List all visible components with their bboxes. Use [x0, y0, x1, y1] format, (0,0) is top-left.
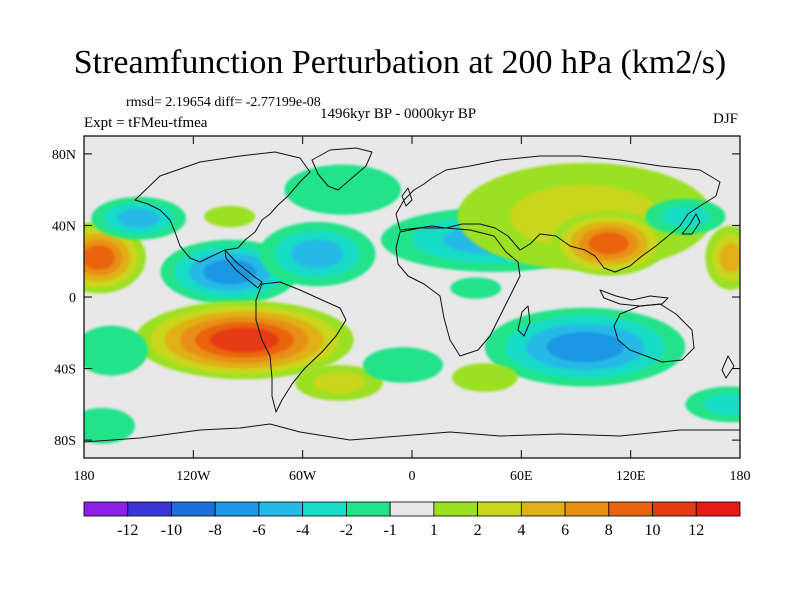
anomaly-negative-south-east-pacific — [685, 386, 740, 423]
x-tick-label: 120E — [616, 469, 646, 484]
colorbar-swatch — [171, 501, 216, 517]
anomaly-negative-north-west-pacific — [645, 198, 726, 235]
anomaly-negative-indian-ocean — [484, 307, 686, 387]
anomaly-negative-south-pacific — [84, 325, 148, 376]
colorbar-label: -6 — [252, 522, 265, 539]
x-tick-label: 120W — [176, 469, 211, 484]
anomaly-positive-south-atlantic-level — [313, 372, 365, 394]
anomaly-positive-west-pacific-north — [705, 225, 740, 290]
x-tick-label: 60E — [510, 469, 533, 484]
anomaly-negative-caribbean — [160, 239, 300, 305]
anomaly-negative-greenland — [284, 164, 402, 215]
y-tick-label: 40S — [54, 363, 76, 378]
coastline-uk — [401, 187, 413, 207]
x-tick-label: 60W — [289, 469, 317, 484]
colorbar-label: 4 — [517, 522, 525, 539]
colorbar-swatch — [345, 501, 391, 517]
coastline-madagascar — [517, 305, 531, 337]
colorbar-label: -1 — [383, 522, 396, 539]
colorbar-label: 12 — [688, 522, 704, 539]
anomaly-negative-southern-ocean-west-level — [84, 407, 136, 444]
colorbar-label: 10 — [645, 522, 661, 539]
anomaly-layer — [84, 162, 740, 444]
colorbar-swatch — [520, 501, 566, 517]
coastline-central-america — [224, 249, 263, 289]
colorbar-swatch — [477, 501, 522, 517]
experiment-label: Expt = tFMeu-tfmea — [84, 115, 208, 131]
colorbar-swatch — [302, 501, 347, 517]
chart-title: Streamfunction Perturbation at 200 hPa (… — [73, 44, 727, 81]
colorbar-swatch — [608, 501, 653, 517]
x-tick-label: 0 — [409, 469, 416, 484]
anomaly-negative-north-west-pacific-level — [661, 205, 709, 228]
season-label: DJF — [713, 111, 739, 127]
anomaly-positive-central-pacific-north-level — [84, 245, 115, 270]
colorbar-swatch — [83, 501, 129, 517]
colorbar-label: -8 — [209, 522, 222, 539]
anomaly-positive-north-america-level — [204, 205, 256, 228]
coastline-greenland — [311, 147, 373, 191]
coastline-south-america — [255, 281, 347, 413]
anomaly-negative-south-atlantic — [362, 347, 443, 383]
colorbar-label: -10 — [161, 522, 182, 539]
anomaly-negative-south-pacific-level — [84, 325, 148, 376]
coastline-indonesia — [599, 289, 669, 307]
colorbar-label: 1 — [430, 522, 438, 539]
anomaly-negative-north-pacific-level — [117, 208, 161, 229]
colorbar-label: 6 — [561, 522, 569, 539]
y-tick-label: 0 — [69, 291, 76, 306]
colorbar-swatch — [433, 501, 479, 517]
anomaly-positive-east-asia — [550, 211, 668, 276]
x-tick-label: 180 — [74, 469, 95, 484]
axis-ticks: 180 120W 60W 0 60E 120E 180 80N 40N 0 40S 80S — [52, 136, 751, 484]
y-tick-label: 80N — [52, 148, 76, 163]
colorbar-swatch — [258, 501, 304, 517]
period-label: 1496kyr BP - 0000kyr BP — [320, 106, 477, 122]
colorbar-swatch — [127, 501, 172, 517]
anomaly-negative-southern-ocean-west — [84, 407, 136, 444]
colorbar-swatch — [652, 501, 697, 517]
anomaly-positive-south-atlantic — [295, 364, 383, 401]
colorbar-label: 8 — [605, 522, 613, 539]
y-tick-label: 80S — [54, 434, 76, 449]
anomaly-negative-central-atlantic-north — [258, 221, 376, 287]
anomaly-negative-equatorial-atlantic — [450, 277, 502, 299]
anomaly-positive-south-indian-ocean-level — [452, 363, 518, 392]
anomaly-positive-south-indian-ocean — [452, 363, 518, 392]
anomaly-positive-central-pacific-north — [84, 221, 146, 294]
colorbar-swatch — [695, 501, 741, 517]
anomaly-positive-east-asia-level — [588, 232, 629, 255]
anomaly-negative-caribbean-level — [203, 259, 257, 285]
colorbar-label: 2 — [474, 522, 482, 539]
coastline-eurasia — [395, 155, 721, 273]
anomaly-negative-central-atlantic-north-level — [290, 239, 344, 269]
coastline-layer — [84, 147, 740, 443]
anomaly-positive-west-pacific-north-level — [719, 243, 740, 273]
colorbar-label: -12 — [117, 522, 138, 539]
y-tick-label: 40N — [52, 219, 76, 234]
coastline-north-america — [134, 151, 311, 263]
colorbar-swatch — [564, 501, 610, 517]
colorbar-label: -4 — [296, 522, 309, 539]
coastline-africa — [395, 227, 521, 357]
anomaly-negative-indian-ocean-level — [546, 331, 624, 363]
anomaly-negative-south-east-pacific-level — [704, 393, 740, 415]
anomaly-positive-south-america-level — [209, 327, 279, 353]
anomaly-negative-south-atlantic-level — [362, 347, 443, 383]
coastline-antarctica — [84, 423, 740, 443]
anomaly-negative-greenland-level — [284, 164, 402, 215]
stats-label: rmsd= 2.19654 diff= -2.77199e-08 — [126, 95, 321, 110]
colorbar: -12 -10 -8 -6 -4 -2 -1 1 2 4 6 8 10 12 — [83, 501, 741, 539]
anomaly-negative-north-pacific — [91, 196, 187, 240]
anomaly-negative-equatorial-atlantic-level — [450, 277, 502, 299]
coastline-japan — [681, 213, 701, 235]
coastline-new-zealand — [721, 355, 735, 379]
x-tick-label: 180 — [730, 469, 751, 484]
colorbar-swatch — [389, 501, 435, 517]
colorbar-label: -2 — [340, 522, 353, 539]
anomaly-positive-south-america — [135, 300, 354, 380]
anomaly-positive-north-america — [204, 205, 256, 228]
colorbar-swatch — [214, 501, 260, 517]
